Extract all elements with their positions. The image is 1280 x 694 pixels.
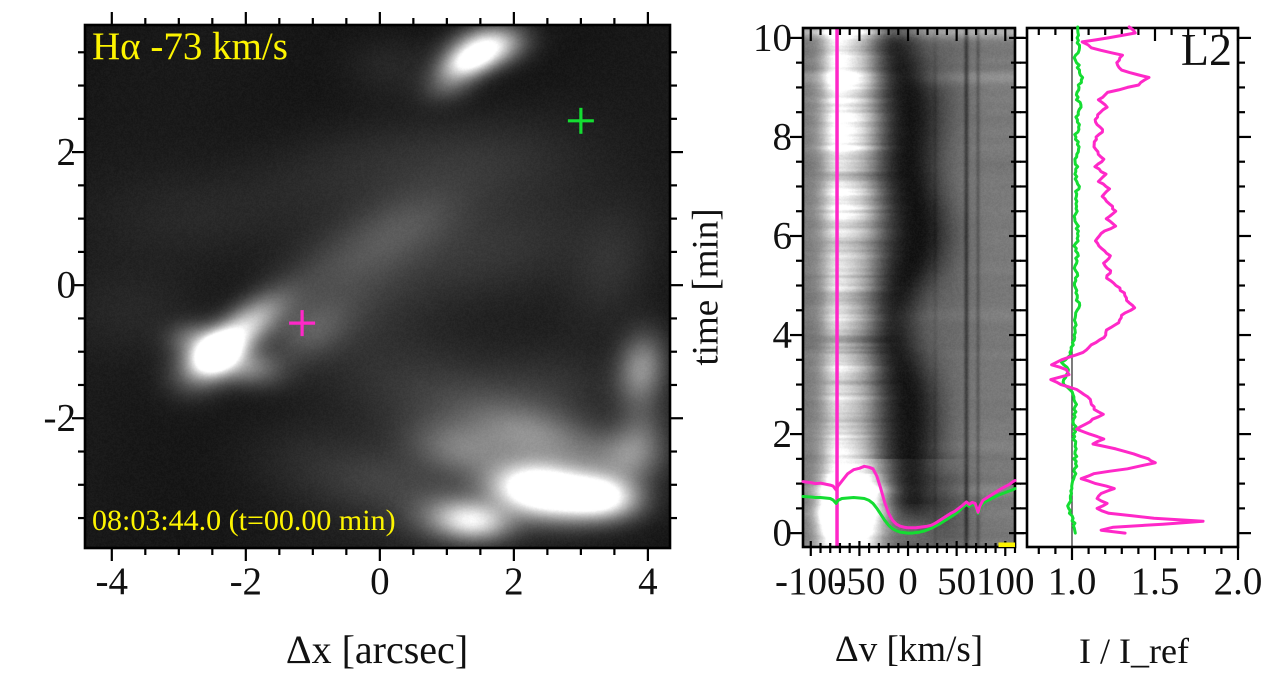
time-tick-label: 10 — [753, 16, 792, 60]
image-timestamp: 08:03:44.0 (t=00.00 min) — [92, 504, 396, 537]
y-tick-label: 0 — [56, 263, 77, 307]
x-tick-label: 1.0 — [1047, 560, 1097, 603]
x-tick-label: 2 — [504, 560, 524, 603]
time-tick-label: 6 — [772, 214, 793, 258]
x-tick-label: 4 — [638, 560, 658, 603]
spectrogram-canvas — [803, 28, 1015, 547]
x-tick-label: -50 — [833, 560, 886, 603]
panel-corner-label: L2 — [1180, 24, 1232, 75]
panel-frame-2 — [1025, 26, 1240, 549]
y-tick-label: 2 — [56, 130, 77, 174]
time-axis-label: time [min] — [685, 208, 727, 366]
time-tick-label: 8 — [772, 115, 793, 159]
right-xaxis-label: I / I_ref — [1079, 631, 1189, 671]
image-title: Hα -73 km/s — [92, 25, 288, 68]
x-tick-label: 50 — [937, 560, 977, 603]
middle-xaxis-label: Δv [km/s] — [834, 629, 984, 670]
x-tick-label: -4 — [95, 560, 129, 603]
time-tick-label: 4 — [772, 313, 793, 357]
x-tick-label: 1.5 — [1130, 560, 1180, 603]
x-tick-label: 0 — [898, 560, 918, 603]
x-tick-label: 100 — [976, 560, 1035, 603]
time-tick-label: 0 — [772, 511, 793, 555]
x-tick-label: -2 — [229, 560, 263, 603]
green-lightcurve — [1060, 25, 1085, 535]
time-tick-label: 2 — [772, 412, 793, 456]
x-tick-label: 2.0 — [1213, 560, 1263, 603]
magenta-lightcurve — [1049, 25, 1205, 535]
left-xaxis-label: Δx [arcsec] — [285, 627, 469, 672]
x-tick-label: 0 — [370, 560, 390, 603]
x-tick-label: -100 — [775, 560, 847, 603]
solar-image-canvas — [85, 25, 670, 548]
y-tick-label: -2 — [43, 396, 77, 440]
